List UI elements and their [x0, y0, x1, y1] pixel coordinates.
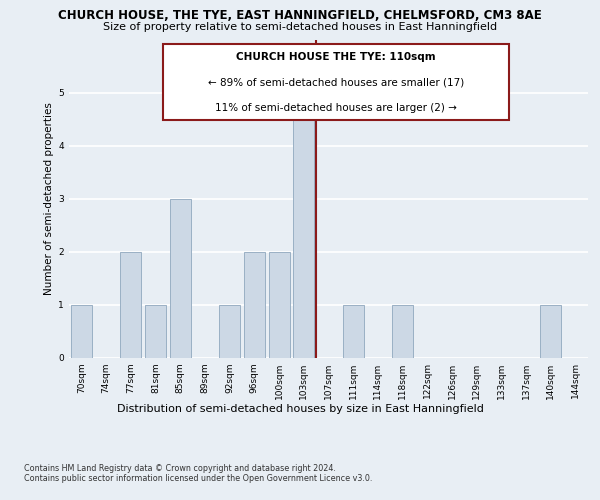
Text: ← 89% of semi-detached houses are smaller (17): ← 89% of semi-detached houses are smalle…: [208, 78, 464, 88]
Bar: [244, 252, 265, 358]
Text: Size of property relative to semi-detached houses in East Hanningfield: Size of property relative to semi-detach…: [103, 22, 497, 32]
Text: Contains HM Land Registry data © Crown copyright and database right 2024.
Contai: Contains HM Land Registry data © Crown c…: [24, 464, 373, 483]
Bar: [145, 304, 166, 358]
Bar: [219, 304, 240, 358]
Y-axis label: Number of semi-detached properties: Number of semi-detached properties: [44, 102, 54, 295]
Bar: [71, 304, 92, 358]
Bar: [343, 304, 364, 358]
Bar: [293, 93, 314, 357]
Text: Distribution of semi-detached houses by size in East Hanningfield: Distribution of semi-detached houses by …: [116, 404, 484, 414]
Text: 11% of semi-detached houses are larger (2) →: 11% of semi-detached houses are larger (…: [215, 102, 457, 113]
Text: CHURCH HOUSE, THE TYE, EAST HANNINGFIELD, CHELMSFORD, CM3 8AE: CHURCH HOUSE, THE TYE, EAST HANNINGFIELD…: [58, 9, 542, 22]
Bar: [170, 198, 191, 358]
Bar: [541, 304, 562, 358]
Bar: [392, 304, 413, 358]
Bar: [269, 252, 290, 358]
Text: CHURCH HOUSE THE TYE: 110sqm: CHURCH HOUSE THE TYE: 110sqm: [236, 52, 436, 62]
Bar: [120, 252, 141, 358]
FancyBboxPatch shape: [163, 44, 509, 120]
